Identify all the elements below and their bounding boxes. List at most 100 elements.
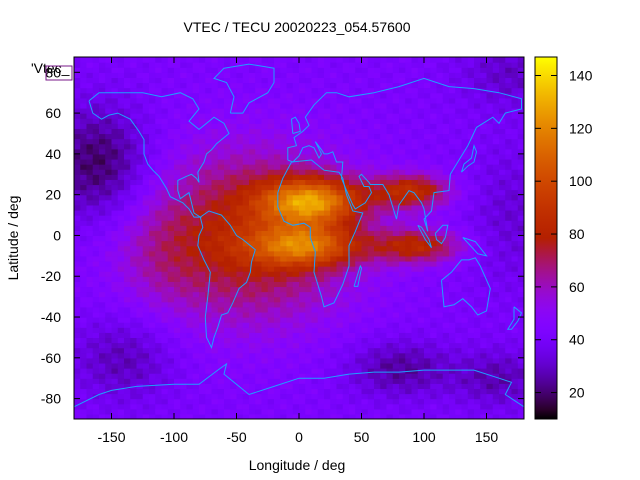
heat-cell xyxy=(280,373,288,379)
heat-cell xyxy=(317,311,325,318)
heat-cell xyxy=(374,128,381,135)
heat-cell xyxy=(155,408,163,415)
heat-cell xyxy=(349,215,356,221)
heat-cell xyxy=(399,393,406,400)
heat-cell xyxy=(480,194,488,201)
heat-cell xyxy=(342,72,350,78)
heat-cell xyxy=(180,230,188,237)
heat-cell xyxy=(286,72,294,78)
heat-cell xyxy=(136,373,144,379)
heat-cell xyxy=(280,378,288,384)
heat-cell xyxy=(274,281,281,288)
heat-cell xyxy=(99,102,106,109)
heat-cell xyxy=(392,153,400,160)
heat-cell xyxy=(274,250,281,257)
heat-cell xyxy=(405,133,413,140)
heat-cell xyxy=(330,189,338,196)
heat-cell xyxy=(124,337,131,344)
heat-cell xyxy=(199,57,206,63)
heat-cell xyxy=(211,118,219,124)
heat-cell xyxy=(155,153,163,160)
heat-cell xyxy=(74,291,81,298)
heat-cell xyxy=(280,322,288,328)
heat-cell xyxy=(180,398,188,405)
heat-cell xyxy=(486,189,494,196)
heat-cell xyxy=(249,398,256,405)
heat-cell xyxy=(305,148,313,155)
heat-cell xyxy=(149,143,156,150)
heat-cell xyxy=(442,327,450,333)
heat-cell xyxy=(386,240,394,247)
heat-cell xyxy=(130,189,138,196)
heat-cell xyxy=(305,153,313,160)
heat-cell xyxy=(92,133,100,140)
heat-cell xyxy=(242,220,250,226)
heat-cell xyxy=(386,337,394,344)
heat-cell xyxy=(149,118,156,124)
heat-cell xyxy=(449,306,456,313)
heat-cell xyxy=(336,255,344,262)
heat-cell xyxy=(449,62,456,68)
heat-cell xyxy=(186,311,194,318)
heat-cell xyxy=(199,266,206,272)
heat-cell xyxy=(267,337,275,344)
heat-cell xyxy=(117,311,125,318)
heat-cell xyxy=(330,352,338,359)
heat-cell xyxy=(217,102,225,109)
heat-cell xyxy=(424,148,431,155)
heat-cell xyxy=(299,250,306,257)
heat-cell xyxy=(505,322,513,328)
heat-cell xyxy=(430,133,438,140)
heat-cell xyxy=(411,357,419,364)
heat-cell xyxy=(330,174,338,180)
heat-cell xyxy=(330,373,338,379)
heat-cell xyxy=(492,123,500,129)
heat-cell xyxy=(442,62,450,68)
heat-cell xyxy=(342,143,350,150)
heat-cell xyxy=(117,245,125,252)
heat-cell xyxy=(99,255,106,262)
heat-cell xyxy=(267,322,275,328)
heat-cell xyxy=(136,322,144,328)
heat-cell xyxy=(261,383,269,390)
heat-cell xyxy=(74,82,81,89)
heat-cell xyxy=(205,322,213,328)
heat-cell xyxy=(486,357,494,364)
heat-cell xyxy=(480,158,488,165)
heat-cell xyxy=(480,113,488,119)
heat-cell xyxy=(117,260,125,267)
heat-cell xyxy=(411,230,419,237)
heat-cell xyxy=(417,164,425,170)
heat-cell xyxy=(86,408,94,415)
heat-cell xyxy=(455,276,463,282)
heat-cell xyxy=(230,245,238,252)
heat-cell xyxy=(380,368,388,374)
heat-cell xyxy=(80,255,88,262)
heat-cell xyxy=(99,235,106,242)
heat-cell xyxy=(242,250,250,257)
heat-cell xyxy=(211,276,219,282)
heat-cell xyxy=(92,57,100,63)
heat-cell xyxy=(80,352,88,359)
heat-cell xyxy=(399,209,406,216)
heat-cell xyxy=(236,403,244,410)
heat-cell xyxy=(474,332,481,339)
heat-cell xyxy=(511,393,519,400)
heat-cell xyxy=(167,332,175,339)
heat-cell xyxy=(405,301,413,308)
heat-cell xyxy=(292,342,300,349)
heat-cell xyxy=(336,393,344,400)
heat-cell xyxy=(99,77,106,84)
heat-cell xyxy=(467,199,475,206)
heat-cell xyxy=(349,296,356,303)
heat-cell xyxy=(449,153,456,160)
heat-cell xyxy=(174,317,181,323)
heat-cell xyxy=(367,62,375,68)
heat-cell xyxy=(286,306,294,313)
heat-cell xyxy=(199,373,206,379)
heat-cell xyxy=(86,225,94,231)
heat-cell xyxy=(380,373,388,379)
heat-cell xyxy=(74,260,81,267)
heat-cell xyxy=(199,107,206,114)
heat-cell xyxy=(199,189,206,196)
